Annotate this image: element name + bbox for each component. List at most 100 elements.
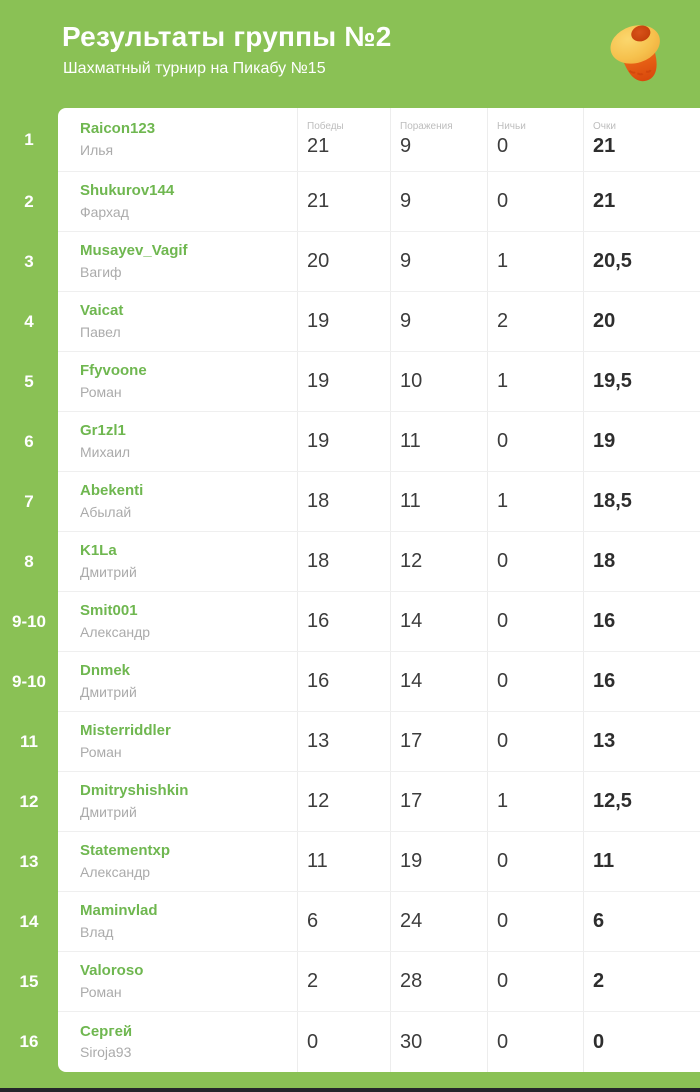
player-cell: Abekenti Абылай (58, 472, 297, 531)
player-username[interactable]: Misterriddler (80, 722, 171, 740)
wins-value: 18 (307, 550, 330, 572)
draws-value: 0 (497, 670, 509, 692)
points-value: 13 (593, 730, 616, 752)
rank-cell: 12 (19, 792, 39, 811)
draws-value: 1 (497, 790, 509, 812)
player-username[interactable]: Vaicat (80, 302, 124, 320)
player-username[interactable]: Abekenti (80, 482, 144, 500)
points-cell: Очки 2 (583, 952, 700, 1011)
player-username[interactable]: Maminvlad (80, 902, 158, 920)
losses-cell: Поражения 24 (390, 892, 487, 951)
table-row: Сергей Siroja93 Победы 0 Поражения 30 Ни… (58, 1012, 700, 1072)
header: Результаты группы №2 Шахматный турнир на… (0, 0, 700, 108)
player-cell: Musayev_Vagif Вагиф (58, 232, 297, 291)
points-value: 21 (593, 190, 616, 212)
player-username[interactable]: Musayev_Vagif (80, 242, 188, 260)
player-realname: Роман (80, 743, 122, 760)
player-cell: Misterriddler Роман (58, 712, 297, 771)
draws-value: 0 (497, 135, 509, 157)
player-username[interactable]: Raicon123 (80, 120, 156, 138)
wins-cell: Победы 21 (297, 172, 390, 231)
draws-cell: Ничьи 1 (487, 472, 583, 531)
wins-cell: Победы 13 (297, 712, 390, 771)
rank-cell: 3 (24, 252, 34, 271)
player-realname: Роман (80, 383, 122, 400)
wins-value: 12 (307, 790, 330, 812)
rank-cell: 15 (19, 972, 39, 991)
player-username[interactable]: Dmitryshishkin (80, 782, 189, 800)
player-realname: Илья (80, 141, 114, 158)
column-header-points: Очки (593, 121, 616, 132)
table-row: Shukurov144 Фархад Победы 21 Поражения 9… (58, 172, 700, 232)
player-username[interactable]: Ffyvoone (80, 362, 147, 380)
player-username[interactable]: Сергей (80, 1022, 133, 1040)
losses-value: 30 (400, 1030, 423, 1053)
rank-cell: 13 (19, 852, 39, 871)
draws-cell: Ничьи 1 (487, 232, 583, 291)
wins-value: 18 (307, 490, 330, 512)
points-cell: Очки 21 (583, 108, 700, 171)
draws-cell: Ничьи 0 (487, 892, 583, 951)
points-value: 20 (593, 310, 616, 332)
table-row: Dmitryshishkin Дмитрий Победы 12 Поражен… (58, 772, 700, 832)
losses-value: 14 (400, 610, 423, 632)
player-cell: Raicon123 Илья (58, 108, 297, 171)
player-realname: Siroja93 (80, 1044, 132, 1061)
draws-value: 1 (497, 370, 509, 392)
table-row: Valoroso Роман Победы 2 Поражения 28 Нич… (58, 952, 700, 1012)
rank-column: 1 2 3 4 5 6 7 8 9-10 9-10 11 12 13 14 15… (0, 108, 58, 1072)
rank-cell: 1 (24, 130, 34, 149)
page-subtitle: Шахматный турнир на Пикабу №15 (63, 60, 326, 77)
draws-value: 0 (497, 850, 509, 872)
player-username[interactable]: K1La (80, 542, 117, 560)
losses-cell: Поражения 11 (390, 472, 487, 531)
player-realname: Александр (80, 623, 151, 640)
wins-value: 2 (307, 970, 319, 992)
losses-cell: Поражения 9 (390, 108, 487, 171)
losses-value: 9 (400, 310, 412, 332)
player-realname: Влад (80, 923, 114, 940)
losses-value: 17 (400, 730, 423, 752)
points-value: 16 (593, 610, 616, 632)
points-cell: Очки 20,5 (583, 232, 700, 291)
draws-value: 0 (497, 730, 509, 752)
table-row: Smit001 Александр Победы 16 Поражения 14… (58, 592, 700, 652)
draws-value: 0 (497, 610, 509, 632)
losses-cell: Поражения 17 (390, 772, 487, 831)
points-cell: Очки 0 (583, 1012, 700, 1072)
points-value: 21 (593, 135, 616, 157)
points-value: 18,5 (593, 490, 632, 512)
draws-cell: Ничьи 0 (487, 1012, 583, 1072)
points-cell: Очки 11 (583, 832, 700, 891)
losses-cell: Поражения 12 (390, 532, 487, 591)
player-username[interactable]: Valoroso (80, 962, 144, 980)
player-username[interactable]: Statementxp (80, 842, 171, 860)
player-username[interactable]: Gr1zl1 (80, 422, 126, 440)
wins-cell: Победы 21 (297, 108, 390, 171)
wins-cell: Победы 19 (297, 412, 390, 471)
player-username[interactable]: Smit001 (80, 602, 138, 620)
points-value: 2 (593, 970, 605, 992)
points-cell: Очки 6 (583, 892, 700, 951)
player-cell: Ffyvoone Роман (58, 352, 297, 411)
player-cell: K1La Дмитрий (58, 532, 297, 591)
wins-value: 21 (307, 135, 330, 157)
wins-value: 16 (307, 670, 330, 692)
draws-cell: Ничьи 1 (487, 352, 583, 411)
points-value: 18 (593, 550, 616, 572)
rank-cell: 5 (24, 372, 34, 391)
points-cell: Очки 13 (583, 712, 700, 771)
losses-cell: Поражения 28 (390, 952, 487, 1011)
player-realname: Абылай (80, 503, 132, 520)
losses-value: 28 (400, 970, 423, 992)
player-username[interactable]: Shukurov144 (80, 182, 175, 200)
table-row: Maminvlad Влад Победы 6 Поражения 24 Нич… (58, 892, 700, 952)
losses-value: 19 (400, 850, 423, 872)
points-cell: Очки 18 (583, 532, 700, 591)
wins-cell: Победы 11 (297, 832, 390, 891)
draws-cell: Ничьи 2 (487, 292, 583, 351)
player-cell: Dnmek Дмитрий (58, 652, 297, 711)
player-realname: Роман (80, 983, 122, 1000)
player-username[interactable]: Dnmek (80, 662, 131, 680)
